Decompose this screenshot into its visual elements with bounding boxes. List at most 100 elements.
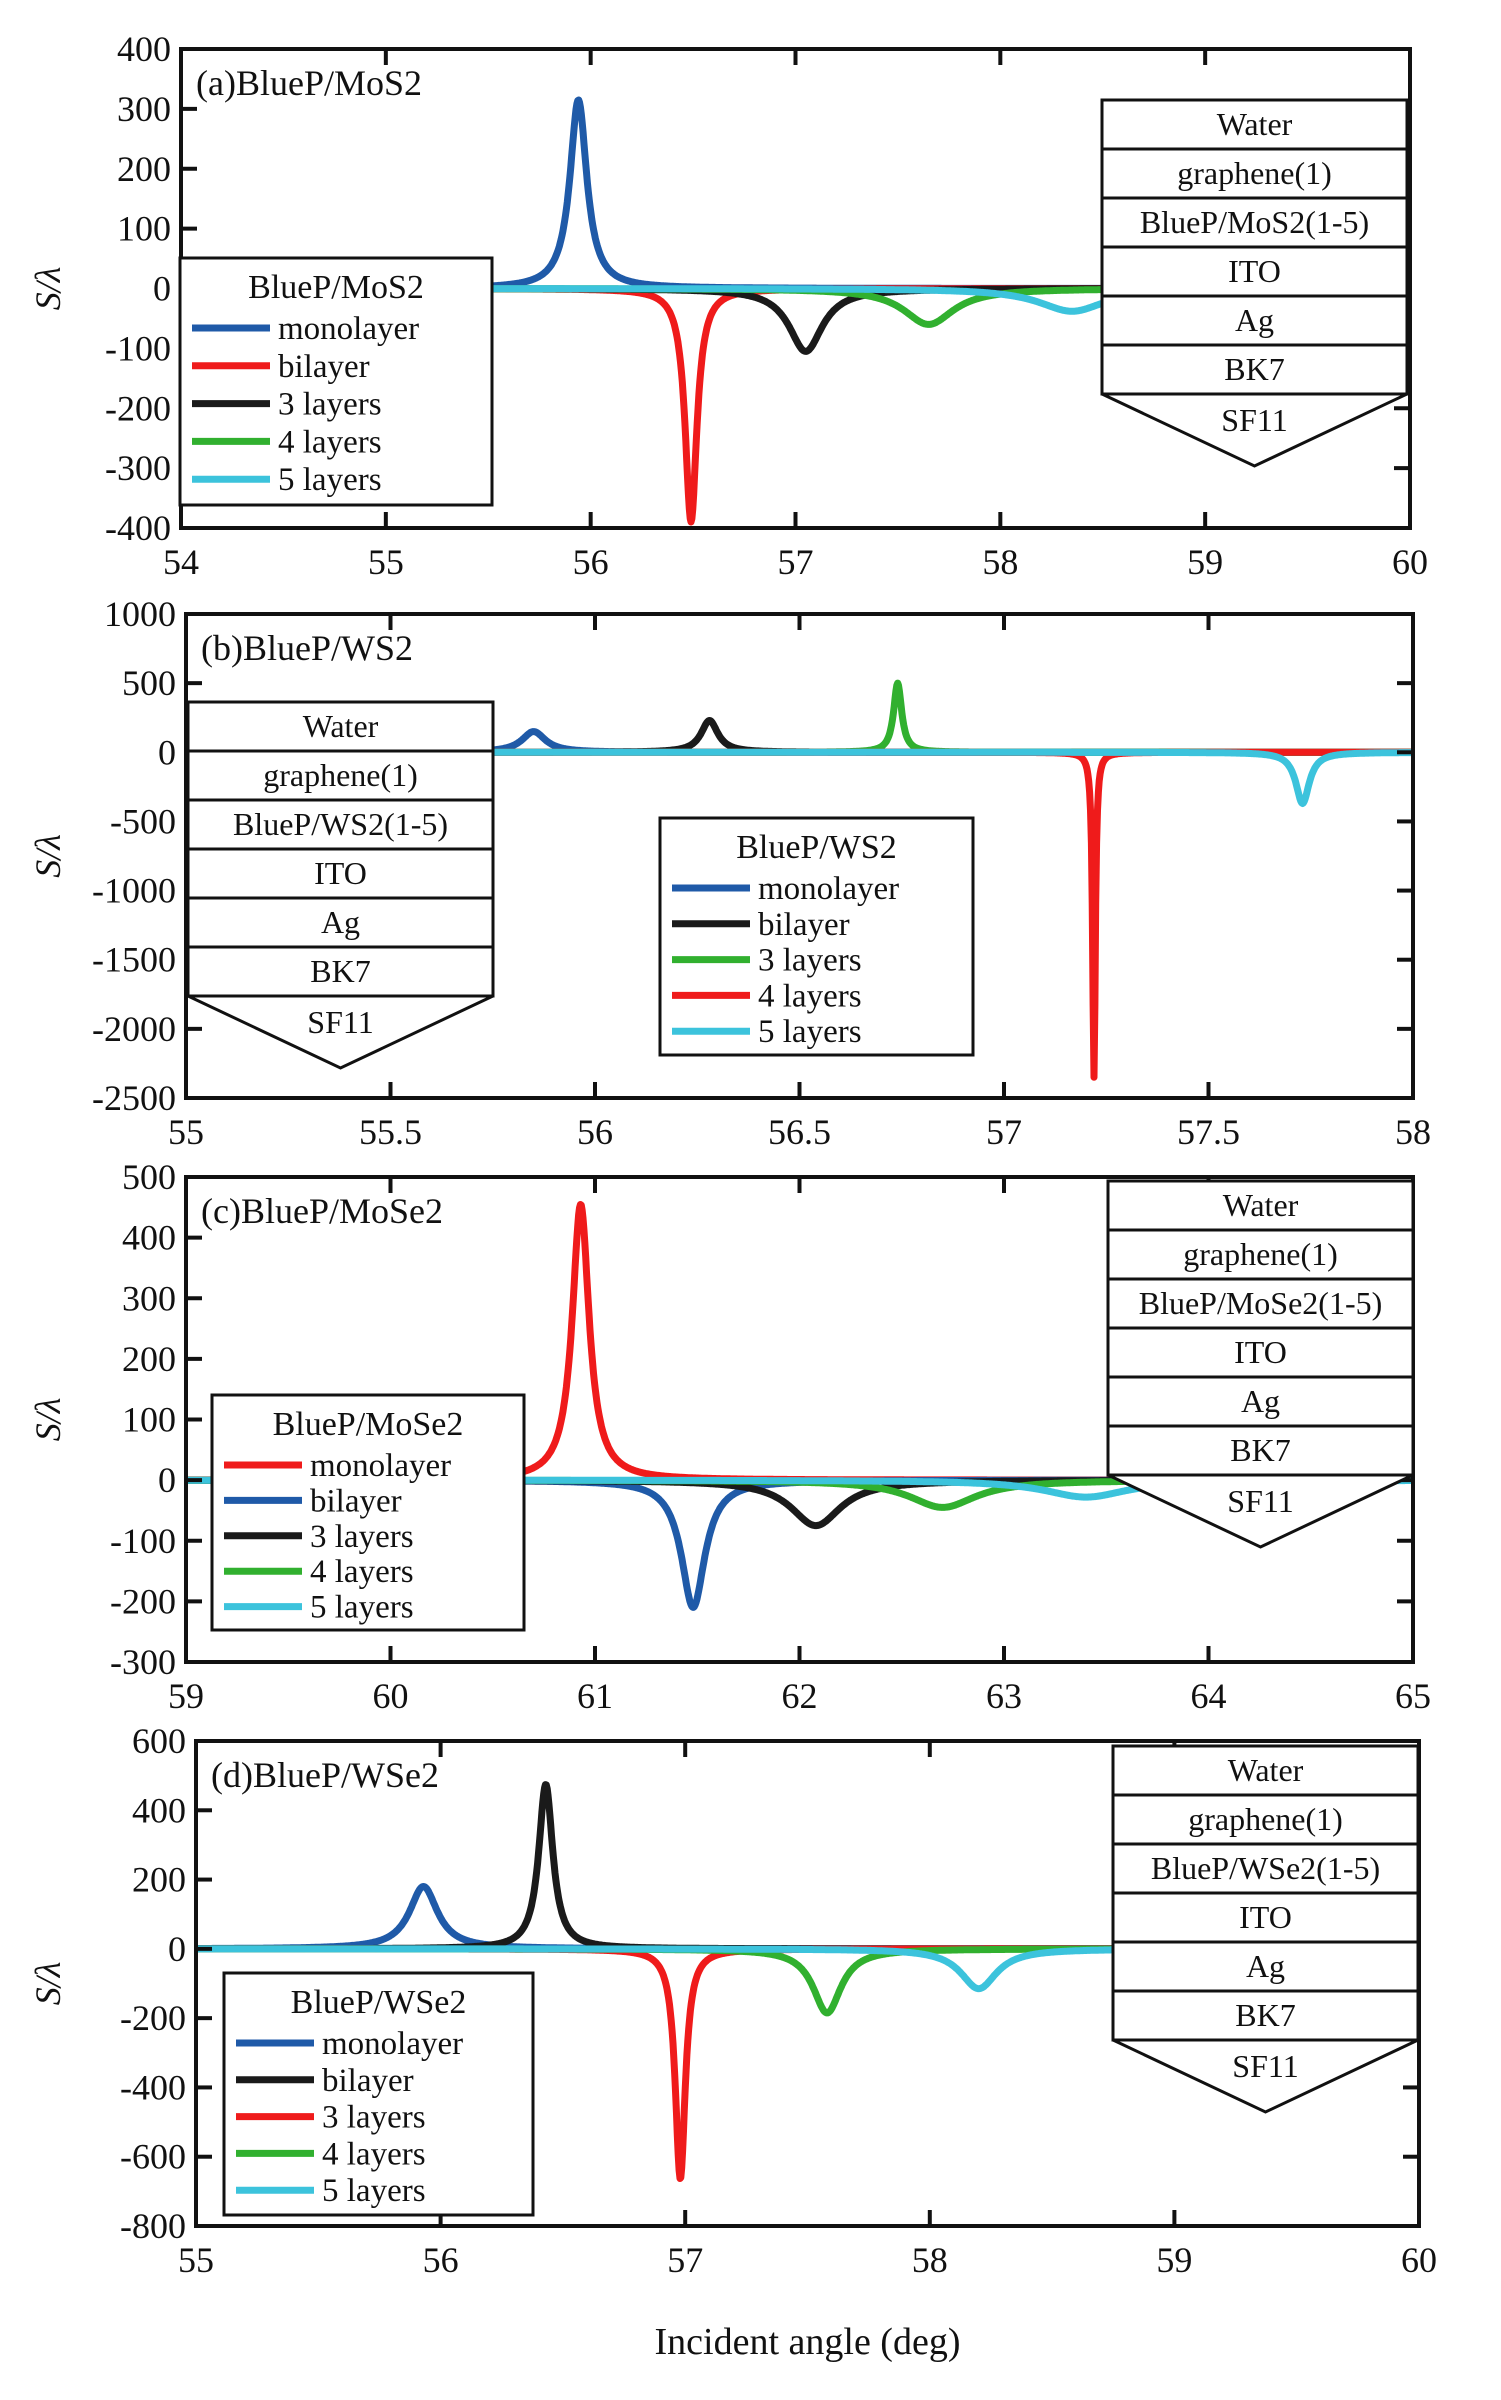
y-tick-label: -300 [105, 448, 171, 488]
legend-title: BlueP/MoS2 [248, 269, 424, 306]
y-tick-label: 400 [122, 1218, 176, 1258]
y-tick-label: -200 [120, 1998, 186, 2038]
panel-title: (a)BlueP/MoS2 [196, 63, 422, 103]
panel-2: 55 55.5 56 56.5 57 57.5 58 1000 500 0 -500 -1000 -15… [28, 594, 1431, 1152]
layer-label: Ag [1241, 1383, 1280, 1419]
legend-box [210, 1393, 526, 1632]
prism-label: SF11 [1227, 1483, 1293, 1519]
y-tick-label: -600 [120, 2137, 186, 2177]
layer-cell [1100, 245, 1409, 298]
prism-shape [1101, 392, 1408, 468]
layer-label: BK7 [1235, 1997, 1295, 2033]
legend-box [658, 816, 975, 1057]
layer-cell [1106, 1375, 1415, 1428]
layer-label: Water [1228, 1752, 1304, 1788]
y-tick-label: 1000 [104, 594, 176, 634]
prism-label: SF11 [307, 1004, 373, 1040]
layer-label: graphene(1) [1183, 1236, 1338, 1272]
x-tick-label: 65 [1395, 1676, 1431, 1716]
x-axis: 54 55 56 57 58 59 60 [163, 49, 1428, 582]
legend-label: 4 layers [322, 2136, 426, 2172]
y-tick-label: -100 [110, 1521, 176, 1561]
legend-label: bilayer [278, 349, 370, 385]
layer-label: Water [1217, 106, 1293, 142]
y-tick-label: -800 [120, 2206, 186, 2246]
layer-label: graphene(1) [1188, 1801, 1343, 1837]
prism-label: SF11 [1232, 2048, 1298, 2084]
y-tick-label: -300 [110, 1642, 176, 1682]
layer-cell [186, 945, 495, 998]
y-tick-label: 400 [117, 29, 171, 69]
layer-label: BK7 [310, 953, 370, 989]
y-tick-label: 0 [168, 1929, 186, 1969]
x-tick-label: 55 [178, 2240, 214, 2280]
layer-label: ITO [1239, 1899, 1292, 1935]
x-tick-label: 59 [1187, 542, 1223, 582]
y-axis-label: S/λ [28, 834, 68, 878]
prism-shape [187, 994, 494, 1070]
layer-label: BK7 [1224, 351, 1284, 387]
prism-shape [1112, 2038, 1419, 2114]
legend-label: 5 layers [310, 1590, 414, 1626]
y-tick-label: 200 [117, 149, 171, 189]
y-tick-label: -2500 [92, 1078, 176, 1118]
x-tick-label: 60 [373, 1676, 409, 1716]
layer-cell [1106, 1228, 1415, 1281]
y-axis-label: S/λ [28, 1398, 68, 1442]
legend-label: monolayer [758, 871, 899, 907]
y-tick-label: -2000 [92, 1009, 176, 1049]
x-tick-label: 56 [577, 1112, 613, 1152]
layer-structure: Water graphene(1) BlueP/MoSe2(1-5) ITO Ag BK7… [1106, 1179, 1415, 1549]
layer-cell [186, 749, 495, 802]
layer-cell [1111, 1940, 1420, 1993]
y-tick-label: -500 [110, 801, 176, 841]
y-tick-label: 300 [122, 1278, 176, 1318]
legend-label: bilayer [310, 1483, 402, 1519]
y-tick-label: 500 [122, 663, 176, 703]
layer-cell [1111, 1744, 1420, 1797]
y-tick-label: 400 [132, 1790, 186, 1830]
layer-cell [1111, 1989, 1420, 2042]
layer-label: ITO [1228, 253, 1281, 289]
x-axis-label: Incident angle (deg) [655, 2321, 961, 2363]
layer-label: ITO [314, 855, 367, 891]
layer-cell [1111, 1891, 1420, 1944]
prism-shape [1107, 1473, 1414, 1549]
layer-label: graphene(1) [1177, 155, 1332, 191]
legend-box [178, 256, 494, 507]
x-axis: 55 56 57 58 59 60 [178, 1741, 1437, 2280]
x-tick-label: 61 [577, 1676, 613, 1716]
layer-cell [1111, 1793, 1420, 1846]
legend-label: monolayer [278, 311, 419, 347]
panel-title: (d)BlueP/WSe2 [211, 1755, 439, 1795]
y-tick-label: -200 [110, 1581, 176, 1621]
x-tick-label: 55.5 [359, 1112, 422, 1152]
legend-label: 4 layers [278, 424, 382, 460]
y-tick-label: -100 [105, 328, 171, 368]
y-tick-label: 300 [117, 89, 171, 129]
layer-label: BK7 [1230, 1432, 1290, 1468]
layer-cell [186, 798, 495, 851]
y-tick-label: -1500 [92, 940, 176, 980]
x-tick-label: 59 [1156, 2240, 1192, 2280]
legend-label: bilayer [758, 907, 850, 943]
y-axis: 600 400 200 0 -200 -400 -600 -800 [120, 1721, 1419, 2246]
y-tick-label: -400 [105, 508, 171, 548]
legend-label: 5 layers [278, 462, 382, 498]
layer-label: Ag [1246, 1948, 1285, 1984]
layer-label: BlueP/WSe2(1-5) [1151, 1850, 1380, 1886]
legend-label: 4 layers [310, 1554, 414, 1590]
legend-title: BlueP/WS2 [736, 829, 897, 866]
legend-box [222, 1971, 535, 2217]
y-tick-label: 100 [122, 1400, 176, 1440]
panel-title: (b)BlueP/WS2 [201, 628, 413, 668]
x-tick-label: 63 [986, 1676, 1022, 1716]
y-tick-label: 600 [132, 1721, 186, 1761]
x-axis: 55 55.5 56 56.5 57 57.5 58 [168, 614, 1431, 1152]
legend-label: 3 layers [322, 2100, 426, 2136]
